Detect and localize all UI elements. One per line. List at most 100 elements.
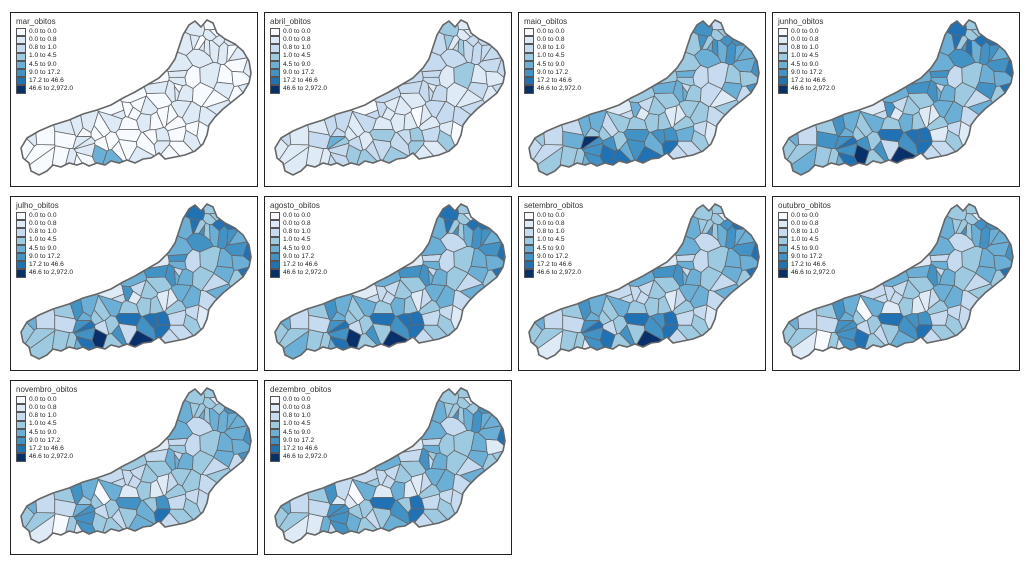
legend-label: 0.0 to 0.0 bbox=[283, 27, 311, 35]
choropleth-map bbox=[274, 387, 506, 544]
map-legend: setembro_obitos 0.0 to 0.0 0.0 to 0.8 0.8 t… bbox=[524, 202, 583, 278]
municipality-polygon bbox=[838, 311, 854, 321]
municipality-polygon bbox=[455, 204, 498, 215]
municipality-polygon bbox=[217, 225, 229, 249]
municipality-polygon bbox=[71, 422, 125, 484]
legend-swatch bbox=[16, 420, 26, 429]
municipality-polygon bbox=[308, 498, 331, 518]
legend-title: outubro_obitos bbox=[778, 201, 831, 210]
municipality-polygon bbox=[455, 20, 498, 31]
municipality-polygon bbox=[704, 304, 759, 359]
legend-entry: 0.8 to 1.0 bbox=[270, 412, 331, 421]
municipality-polygon bbox=[579, 54, 633, 116]
legend-entry: 4.5 to 9.0 bbox=[16, 428, 77, 437]
municipality-polygon bbox=[878, 20, 956, 56]
municipality-polygon bbox=[419, 103, 433, 126]
legend-label: 4.5 to 9.0 bbox=[29, 244, 57, 252]
legend-swatch bbox=[270, 269, 280, 278]
municipality-polygon bbox=[725, 41, 737, 65]
choropleth-map bbox=[20, 203, 252, 360]
legend-entry: 9.0 to 17.2 bbox=[16, 68, 73, 78]
legend-swatch bbox=[524, 212, 534, 221]
legend-label: 0.0 to 0.8 bbox=[29, 35, 57, 43]
legend-swatch bbox=[270, 212, 280, 221]
municipality-polygon bbox=[605, 294, 631, 318]
legend-label: 9.0 to 17.2 bbox=[791, 68, 823, 76]
municipality-polygon bbox=[979, 41, 991, 65]
legend-entry: 0.0 to 0.8 bbox=[778, 220, 835, 229]
municipality-polygon bbox=[816, 130, 839, 150]
municipality-polygon bbox=[745, 81, 759, 119]
municipality-polygon bbox=[471, 225, 483, 249]
municipality-polygon bbox=[348, 388, 424, 454]
legend-label: 0.8 to 1.0 bbox=[29, 44, 57, 52]
choropleth-map bbox=[528, 19, 760, 176]
municipality-polygon bbox=[911, 295, 927, 315]
legend-entry: 0.0 to 0.8 bbox=[270, 36, 327, 45]
legend-label: 0.0 to 0.0 bbox=[29, 27, 57, 35]
municipality-polygon bbox=[584, 311, 600, 321]
legend-label: 1.0 to 4.5 bbox=[283, 420, 311, 428]
legend-swatch bbox=[524, 77, 534, 86]
legend-entry: 9.0 to 17.2 bbox=[524, 252, 583, 262]
municipality-polygon bbox=[963, 204, 1006, 215]
municipality-polygon bbox=[935, 82, 946, 94]
legend-entry: 4.5 to 9.0 bbox=[270, 244, 327, 253]
municipality-polygon bbox=[482, 453, 505, 519]
legend-swatch bbox=[524, 261, 534, 270]
municipality-polygon bbox=[445, 266, 469, 292]
legend-label: 4.5 to 9.0 bbox=[283, 428, 311, 436]
municipality-polygon bbox=[693, 232, 722, 253]
municipality-polygon bbox=[165, 287, 179, 310]
municipality-polygon bbox=[482, 85, 505, 151]
municipality-polygon bbox=[54, 314, 77, 334]
legend-label: 1.0 to 4.5 bbox=[537, 52, 565, 60]
state-outline bbox=[20, 387, 252, 544]
legend-label: 0.8 to 1.0 bbox=[283, 44, 311, 52]
legend-swatch bbox=[778, 252, 788, 262]
legend-label: 17.2 to 46.6 bbox=[283, 260, 318, 268]
legend-entry: 1.0 to 4.5 bbox=[778, 236, 835, 245]
municipality-polygon bbox=[325, 238, 379, 300]
municipality-polygon bbox=[390, 499, 411, 526]
legend-swatch bbox=[16, 28, 26, 37]
municipality-polygon bbox=[935, 266, 946, 278]
legend-entry: 0.0 to 0.0 bbox=[270, 212, 327, 221]
legend-swatch bbox=[524, 85, 534, 94]
map-legend: junho_obitos 0.0 to 0.0 0.0 to 0.8 0.8 to 1… bbox=[778, 18, 835, 94]
municipality-polygon bbox=[76, 311, 92, 321]
map-panel-maio_obitos: maio_obitos 0.0 to 0.0 0.0 to 0.8 0.8 to 1.… bbox=[518, 12, 766, 187]
legend-entry: 46.6 to 2,972.0 bbox=[16, 453, 77, 462]
map-panel-junho_obitos: junho_obitos 0.0 to 0.0 0.0 to 0.8 0.8 to 1… bbox=[772, 12, 1020, 187]
legend-label: 9.0 to 17.2 bbox=[537, 252, 569, 260]
legend-label: 46.6 to 2,972.0 bbox=[537, 85, 581, 93]
municipality-polygon bbox=[97, 294, 123, 318]
map-legend: outubro_obitos 0.0 to 0.0 0.0 to 0.8 0.8 to… bbox=[778, 202, 835, 278]
legend-swatch bbox=[270, 436, 280, 446]
legend-swatch bbox=[778, 52, 788, 61]
legend-label: 0.0 to 0.8 bbox=[537, 219, 565, 227]
municipality-polygon bbox=[953, 266, 977, 292]
municipality-polygon bbox=[325, 54, 379, 116]
legend-label: 9.0 to 17.2 bbox=[791, 252, 823, 260]
legend-swatch bbox=[270, 453, 280, 462]
municipality-polygon bbox=[275, 490, 289, 543]
municipality-polygon bbox=[452, 223, 460, 236]
legend-entry: 9.0 to 17.2 bbox=[778, 252, 835, 262]
municipality-polygon bbox=[960, 223, 968, 236]
legend-entry: 0.0 to 0.8 bbox=[16, 404, 77, 413]
municipality-polygon bbox=[904, 80, 931, 94]
municipality-polygon bbox=[833, 238, 887, 300]
municipality-polygon bbox=[396, 448, 423, 462]
legend-entry: 46.6 to 2,972.0 bbox=[778, 269, 835, 278]
legend-label: 1.0 to 4.5 bbox=[791, 236, 819, 244]
municipality-polygon bbox=[452, 407, 460, 420]
legend-entry: 0.0 to 0.0 bbox=[524, 28, 581, 37]
legend-label: 4.5 to 9.0 bbox=[537, 60, 565, 68]
state-outline bbox=[782, 19, 1014, 176]
legend-swatch bbox=[778, 261, 788, 270]
legend-swatch bbox=[778, 60, 788, 69]
legend-entry: 0.0 to 0.0 bbox=[16, 396, 77, 405]
legend-swatch bbox=[778, 212, 788, 221]
legend-entry: 9.0 to 17.2 bbox=[270, 68, 327, 78]
